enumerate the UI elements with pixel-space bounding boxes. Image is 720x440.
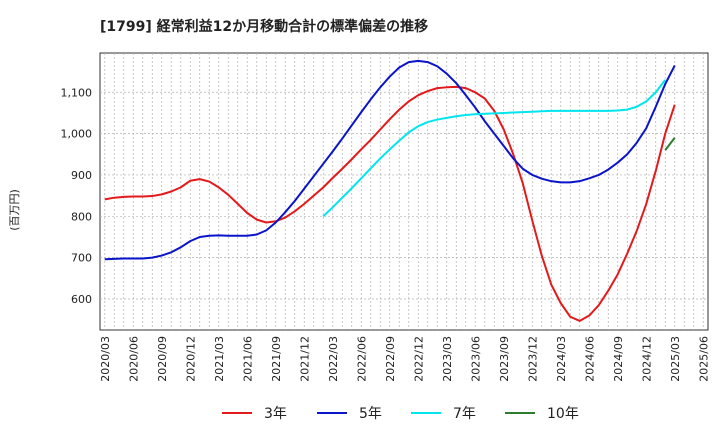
y-tick-label: 700 — [71, 252, 92, 265]
legend-label: 5年 — [359, 406, 382, 422]
x-tick-label: 2020/12 — [184, 336, 197, 382]
y-tick-label: 1,000 — [61, 128, 93, 141]
y-tick-label: 900 — [71, 169, 92, 182]
series-line-1 — [104, 85, 676, 322]
x-tick-label: 2025/03 — [669, 336, 682, 382]
x-tick-label: 2023/12 — [526, 336, 539, 382]
plot-area — [99, 52, 709, 331]
y-tick-labels: 600 700 800 900 1,000 1,100 — [61, 86, 93, 306]
x-tick-label: 2020/09 — [156, 336, 169, 382]
x-tick-label: 2022/06 — [355, 336, 368, 382]
x-tick-label: 2021/06 — [241, 336, 254, 382]
x-tick-label: 2023/03 — [441, 336, 454, 382]
legend-label: 7年 — [453, 406, 476, 422]
x-tick-label: 2020/06 — [127, 336, 140, 382]
x-tick-label: 2022/12 — [412, 336, 425, 382]
x-tick-label: 2024/03 — [555, 336, 568, 382]
y-tick-label: 1,100 — [61, 86, 93, 99]
series-lines — [104, 59, 676, 322]
legend-label: 10年 — [547, 406, 579, 422]
y-tick-label: 600 — [71, 293, 92, 306]
x-tick-label: 2025/06 — [697, 336, 710, 382]
series-line-3 — [322, 79, 667, 218]
x-tick-label: 2022/03 — [327, 336, 340, 382]
y-axis-label: (百万円) — [8, 189, 21, 231]
legend-label: 3年 — [264, 406, 287, 422]
x-tick-labels: 2020/03 2020/06 2020/09 2020/12 2021/03 2021/… — [99, 336, 711, 382]
x-tick-label: 2023/06 — [469, 336, 482, 382]
series-line-4 — [664, 137, 676, 151]
chart-title: [1799] 経常利益12か月移動合計の標準偏差の推移 — [100, 18, 428, 35]
x-tick-label: 2021/03 — [213, 336, 226, 382]
x-tick-label: 2024/12 — [640, 336, 653, 382]
x-tick-label: 2020/03 — [99, 336, 112, 382]
series-line-2 — [104, 59, 676, 261]
x-tick-label: 2022/09 — [384, 336, 397, 382]
gridlines — [100, 53, 708, 330]
x-tick-label: 2023/09 — [498, 336, 511, 382]
y-tick-label: 800 — [71, 210, 92, 223]
x-tick-label: 2021/09 — [270, 336, 283, 382]
x-tick-label: 2021/12 — [298, 336, 311, 382]
legend: 3年 5年 7年 10年 — [222, 406, 579, 422]
x-tick-label: 2024/09 — [612, 336, 625, 382]
x-tick-label: 2024/06 — [583, 336, 596, 382]
